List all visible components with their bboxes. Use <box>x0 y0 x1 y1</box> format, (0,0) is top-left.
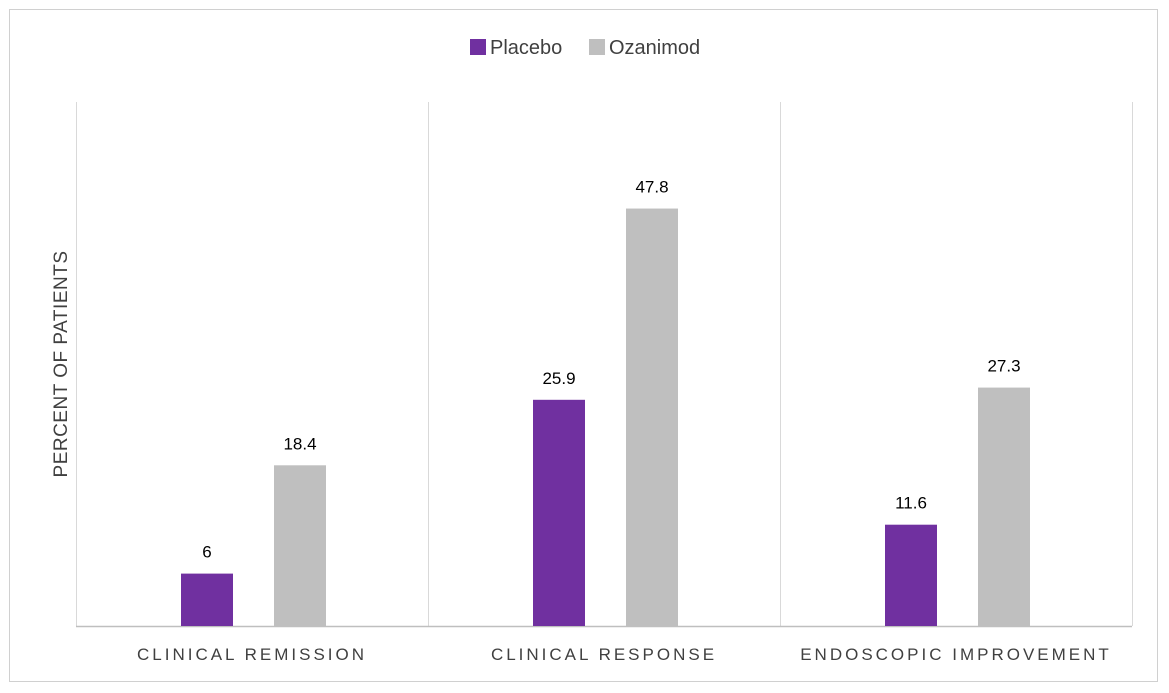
bar-placebo-endoscopic-improvement <box>885 524 937 626</box>
legend-label-placebo: Placebo <box>490 37 562 59</box>
data-label-ozanimod-clinical-response: 47.8 <box>635 178 668 197</box>
category-separators <box>76 102 1133 628</box>
bar-ozanimod-endoscopic-improvement <box>978 387 1030 626</box>
data-label-ozanimod-endoscopic-improvement: 27.3 <box>987 357 1020 376</box>
bar-placebo-clinical-remission <box>181 573 233 626</box>
legend-label-ozanimod: Ozanimod <box>609 37 700 59</box>
bar-ozanimod-clinical-response <box>626 208 678 626</box>
data-label-ozanimod-clinical-remission: 18.4 <box>283 434 316 453</box>
data-labels: 6 18.4 25.9 47.8 11.6 27.3 <box>202 178 1020 562</box>
bar-ozanimod-clinical-remission <box>274 465 326 626</box>
category-label-clinical-remission: CLINICAL REMISSION <box>137 645 367 664</box>
legend-swatch-placebo <box>470 39 486 55</box>
bars <box>181 208 1030 626</box>
data-label-placebo-endoscopic-improvement: 11.6 <box>895 494 927 513</box>
legend: Placebo Ozanimod <box>470 37 700 59</box>
data-label-placebo-clinical-remission: 6 <box>202 543 211 562</box>
data-label-placebo-clinical-response: 25.9 <box>542 369 575 388</box>
category-label-clinical-response: CLINICAL RESPONSE <box>491 645 717 664</box>
category-labels: CLINICAL REMISSION CLINICAL RESPONSE ENDOS… <box>137 645 1112 664</box>
category-label-endoscopic-improvement: ENDOSCOPIC IMPROVEMENT <box>800 645 1112 664</box>
legend-swatch-ozanimod <box>589 39 605 55</box>
y-axis-title: PERCENT OF PATIENTS <box>51 251 72 478</box>
bar-placebo-clinical-response <box>533 399 585 626</box>
